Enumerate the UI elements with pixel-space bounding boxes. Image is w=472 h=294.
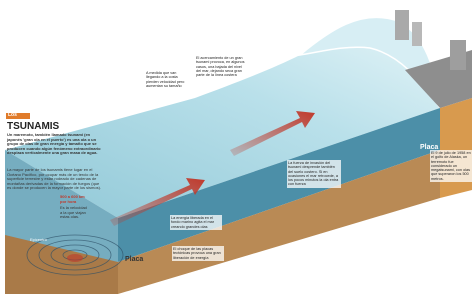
- body: La mayor parte de los tsunamis tiene lug…: [7, 168, 102, 191]
- callout: El 9 de julio de 1958 en el golfo de Ala…: [430, 150, 472, 182]
- building: [450, 40, 466, 70]
- speed-note: Es la velocidad a la que viajan estas ol…: [60, 206, 88, 220]
- intro: Un maremoto, también llamado tsunami (en…: [7, 133, 102, 156]
- infographic: Los TSUNAMIS Un maremoto, también llamad…: [0, 0, 472, 294]
- title: TSUNAMIS: [7, 121, 59, 132]
- callout: A medida que van llegando a la costa pie…: [145, 70, 189, 89]
- plate-label: Placa: [420, 146, 438, 151]
- coast-end: [440, 98, 472, 198]
- callout: El choque de las placas tectónicas provo…: [172, 246, 224, 261]
- callout: La energía liberada en el fondo marino a…: [170, 215, 222, 230]
- building: [395, 10, 409, 40]
- building: [412, 22, 422, 46]
- plate-label: Placa: [125, 258, 143, 263]
- kicker: Los: [8, 113, 17, 118]
- callout: El acercamiento de un gran tsunami provo…: [195, 55, 247, 78]
- callout: La fuerza de invasión del tsunami despre…: [287, 160, 341, 188]
- epicenter-mark: [67, 254, 83, 262]
- epicenter-label: Epicentro: [30, 238, 47, 243]
- speed-value: 500 a 600 km por hora: [60, 195, 86, 204]
